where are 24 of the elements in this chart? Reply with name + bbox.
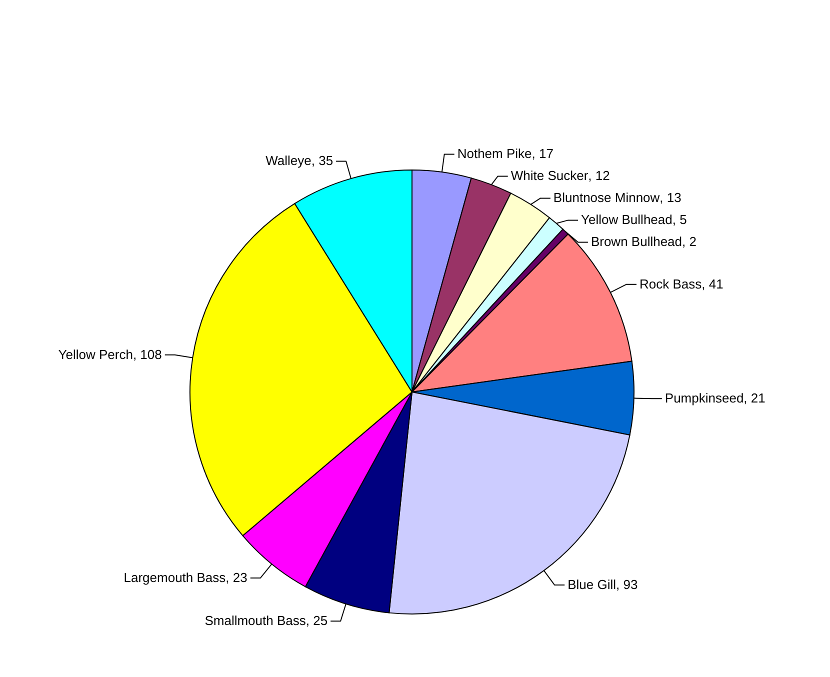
data-label: , 12 (588, 168, 610, 184)
slice-label: Nothem Pike (457, 146, 532, 162)
data-label: , 21 (744, 390, 766, 406)
slice-label: Blue Gill (568, 577, 616, 592)
slice-label: White Sucker (510, 168, 589, 184)
data-label: , 2 (682, 234, 696, 250)
data-label: , 35 (311, 153, 334, 168)
data-label: , 13 (660, 190, 682, 206)
data-label: , 93 (616, 577, 638, 592)
slice-label: Pumpkinseed (664, 390, 744, 406)
slice-label: Smallmouth Bass (204, 613, 306, 628)
slice-label: Walleye (266, 153, 312, 168)
data-label: , 25 (306, 613, 328, 628)
data-label: , 41 (702, 276, 724, 292)
slice-label: Yellow Bullhead (581, 212, 672, 228)
data-label: , 17 (532, 146, 554, 162)
data-label: , 23 (226, 570, 248, 586)
slice-label: Rock Bass (639, 276, 702, 292)
slice-label: Largemouth Bass (124, 570, 226, 586)
slice-label: Yellow Perch (58, 346, 133, 362)
slice-label: Bluntnose Minnow (553, 190, 660, 206)
slice-label: Brown Bullhead (590, 234, 682, 250)
data-label: , 108 (132, 346, 162, 362)
data-label: , 5 (672, 212, 687, 228)
